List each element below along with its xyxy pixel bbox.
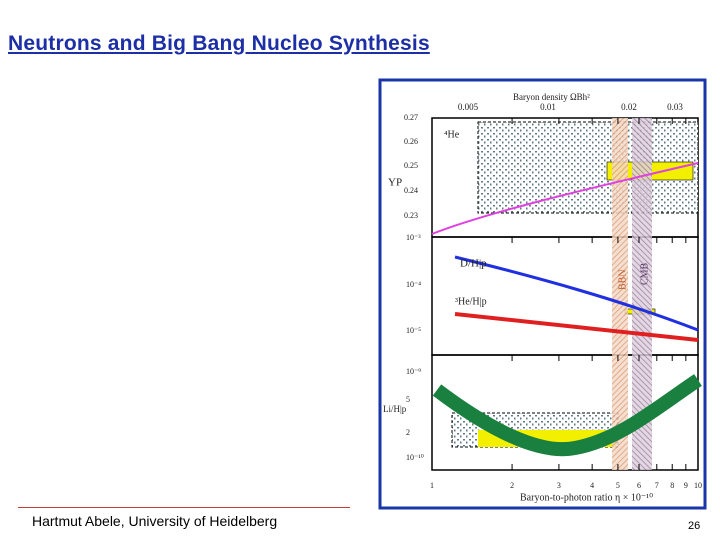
slide-title: Neutrons and Big Bang Nucleo Synthesis — [8, 32, 430, 55]
yp-tick-label: 0.23 — [404, 211, 418, 220]
yp-tick-label: 0.24 — [404, 186, 418, 195]
d-curve — [454, 255, 699, 332]
top-axis-tick: 0.005 — [458, 102, 479, 112]
he3-curve — [454, 312, 699, 342]
bottom-tick-label: 10⁻¹⁰ — [406, 453, 424, 462]
cmb-label: CMB — [639, 262, 650, 285]
li-curve — [432, 374, 702, 457]
bottom-tick-label: 2 — [406, 428, 410, 437]
x-tick-label: 1 — [430, 481, 434, 490]
d-label: D/H|p — [460, 258, 487, 270]
x-tick-label: 7 — [655, 481, 659, 490]
bottom-tick-label: 5 — [406, 395, 410, 404]
x-tick-label: 10 — [694, 481, 702, 490]
he4-curve — [431, 162, 699, 235]
cmb-band — [632, 118, 652, 470]
x-tick-label: 4 — [590, 481, 594, 490]
x-tick-label: 3 — [557, 481, 561, 490]
page-number: 26 — [688, 520, 701, 532]
x-axis-title: Baryon-to-photon ratio η × 10⁻¹⁰ — [520, 492, 653, 503]
yp-tick-label: 0.27 — [404, 113, 418, 122]
x-tick-label: 5 — [616, 481, 620, 490]
top-axis-tick: 0.01 — [540, 102, 556, 112]
yp-label: YP — [388, 177, 402, 189]
top-axis-title: Baryon density ΩBh² — [513, 92, 590, 102]
bottom-tick-label: 10⁻⁹ — [406, 367, 421, 376]
mid-tick-label: 10⁻⁴ — [406, 280, 421, 289]
x-tick-label: 9 — [684, 481, 688, 490]
x-tick-label: 2 — [510, 481, 514, 490]
he4-label: ⁴He — [444, 129, 460, 140]
bbn-label: BBN — [617, 269, 628, 290]
yp-tick-label: 0.26 — [404, 137, 418, 146]
bbn-band — [612, 118, 628, 470]
li-label: Li/H|p — [383, 404, 407, 414]
mid-tick-label: 10⁻⁵ — [406, 326, 421, 335]
panel-li — [431, 354, 699, 471]
x-tick-label: 6 — [637, 481, 641, 490]
x-tick-label: 8 — [670, 481, 674, 490]
yp-tick-label: 0.25 — [404, 161, 418, 170]
he3-label: ³He/H|p — [455, 296, 487, 307]
footer-rule — [18, 507, 350, 508]
footer-author: Hartmut Abele, University of Heidelberg — [32, 513, 278, 529]
top-axis-tick: 0.03 — [667, 102, 683, 112]
mid-tick-label: 10⁻³ — [406, 233, 421, 242]
top-axis-tick: 0.02 — [621, 102, 637, 112]
